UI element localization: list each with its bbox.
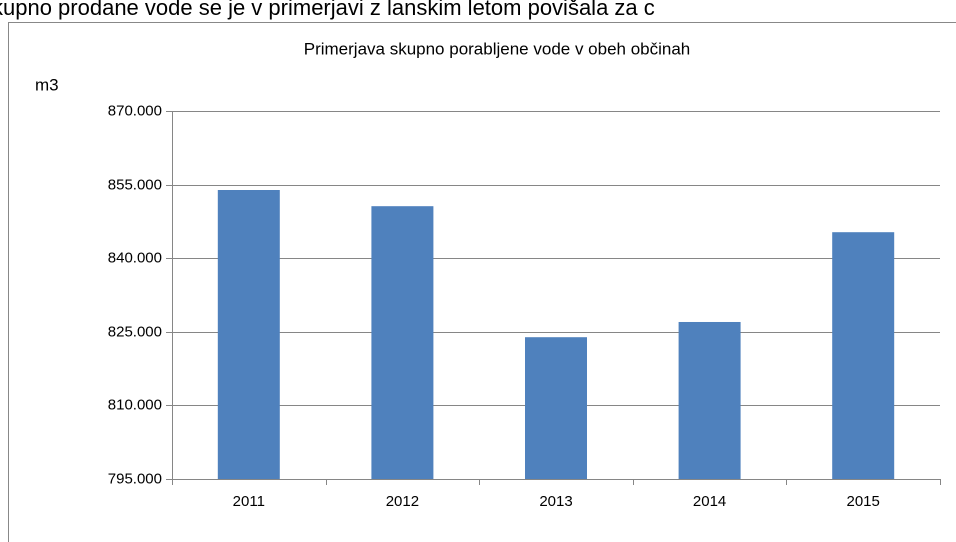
y-tick-label: 840.000 — [108, 249, 162, 266]
x-tick-label: 2012 — [386, 493, 419, 510]
chart-border — [8, 22, 956, 542]
y-tick-label: 810.000 — [108, 396, 162, 413]
bar — [371, 206, 434, 479]
y-tick-label: 855.000 — [108, 176, 162, 193]
chart-title: Primerjava skupno porabljene vode v obeh… — [304, 39, 691, 58]
x-tick-label: 2015 — [847, 493, 880, 510]
y-tick-label: 825.000 — [108, 323, 162, 340]
y-tick-label: 870.000 — [108, 102, 162, 119]
bar — [525, 337, 587, 479]
y-axis-label: m3 — [35, 75, 59, 94]
bar — [832, 232, 895, 479]
x-tick-label: 2013 — [539, 493, 572, 510]
bar — [217, 189, 280, 480]
y-tick-label: 795.000 — [108, 470, 162, 487]
page-text: kupno prodane vode se je v primerjavi z … — [0, 0, 655, 20]
bar — [678, 321, 741, 479]
x-tick-label: 2011 — [233, 493, 265, 510]
x-tick-label: 2014 — [693, 493, 726, 510]
